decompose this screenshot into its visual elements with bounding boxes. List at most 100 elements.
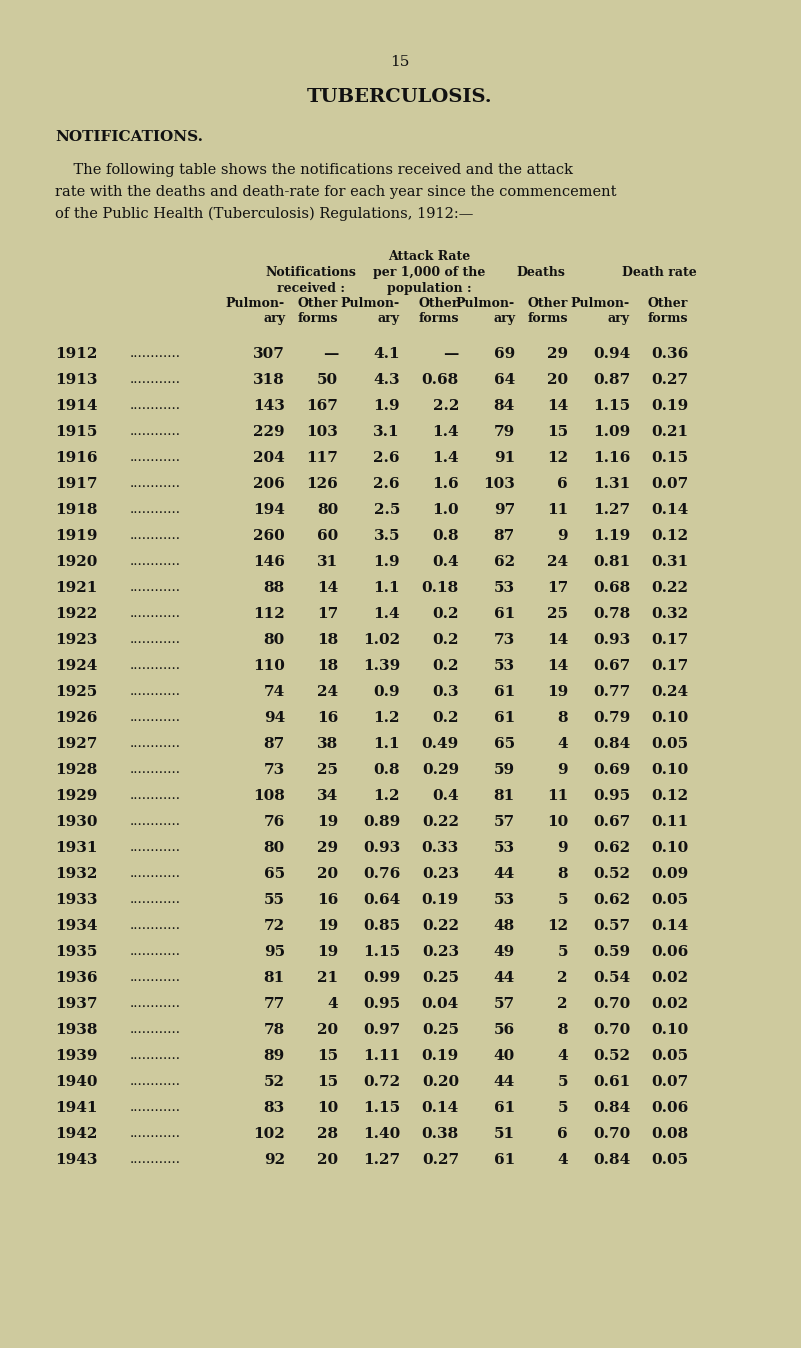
Text: 73: 73: [264, 763, 285, 776]
Text: 79: 79: [493, 425, 515, 439]
Text: 83: 83: [264, 1101, 285, 1115]
Text: 1.4: 1.4: [373, 607, 400, 621]
Text: 0.19: 0.19: [422, 1049, 459, 1064]
Text: 0.93: 0.93: [363, 841, 400, 855]
Text: 78: 78: [264, 1023, 285, 1037]
Text: 84: 84: [493, 399, 515, 412]
Text: 12: 12: [547, 452, 568, 465]
Text: 1.15: 1.15: [363, 1101, 400, 1115]
Text: 1935: 1935: [55, 945, 98, 958]
Text: ............: ............: [130, 659, 181, 673]
Text: ary: ary: [378, 311, 400, 325]
Text: 1912: 1912: [55, 346, 98, 361]
Text: forms: forms: [297, 311, 338, 325]
Text: 0.18: 0.18: [422, 581, 459, 594]
Text: 97: 97: [493, 503, 515, 518]
Text: 0.22: 0.22: [422, 919, 459, 933]
Text: 62: 62: [494, 555, 515, 569]
Text: 14: 14: [547, 634, 568, 647]
Text: ............: ............: [130, 816, 181, 828]
Text: 2.5: 2.5: [373, 503, 400, 518]
Text: 1.02: 1.02: [363, 634, 400, 647]
Text: 229: 229: [253, 425, 285, 439]
Text: 1929: 1929: [55, 789, 98, 803]
Text: 1917: 1917: [55, 477, 98, 491]
Text: 25: 25: [317, 763, 338, 776]
Text: 206: 206: [253, 477, 285, 491]
Text: 0.3: 0.3: [433, 685, 459, 700]
Text: 53: 53: [494, 841, 515, 855]
Text: forms: forms: [647, 311, 688, 325]
Text: 0.20: 0.20: [422, 1074, 459, 1089]
Text: 0.22: 0.22: [422, 816, 459, 829]
Text: 94: 94: [264, 710, 285, 725]
Text: 1.31: 1.31: [593, 477, 630, 491]
Text: 80: 80: [316, 503, 338, 518]
Text: population :: population :: [387, 282, 471, 295]
Text: 9: 9: [557, 763, 568, 776]
Text: 10: 10: [547, 816, 568, 829]
Text: 20: 20: [317, 1153, 338, 1167]
Text: 0.23: 0.23: [422, 867, 459, 882]
Text: 0.4: 0.4: [433, 555, 459, 569]
Text: 1923: 1923: [55, 634, 98, 647]
Text: 1.15: 1.15: [593, 399, 630, 412]
Text: 1924: 1924: [55, 659, 98, 673]
Text: 5: 5: [557, 1074, 568, 1089]
Text: of the Public Health (Tuberculosis) Regulations, 1912:—: of the Public Health (Tuberculosis) Regu…: [55, 208, 473, 221]
Text: 60: 60: [316, 528, 338, 543]
Text: ary: ary: [608, 311, 630, 325]
Text: 167: 167: [306, 399, 338, 412]
Text: 57: 57: [494, 816, 515, 829]
Text: 0.05: 0.05: [651, 1049, 688, 1064]
Text: 92: 92: [264, 1153, 285, 1167]
Text: 1.15: 1.15: [363, 945, 400, 958]
Text: ............: ............: [130, 399, 181, 412]
Text: ............: ............: [130, 503, 181, 516]
Text: 0.62: 0.62: [593, 892, 630, 907]
Text: 0.84: 0.84: [593, 1101, 630, 1115]
Text: 5: 5: [557, 892, 568, 907]
Text: 102: 102: [253, 1127, 285, 1140]
Text: 0.89: 0.89: [363, 816, 400, 829]
Text: 18: 18: [316, 634, 338, 647]
Text: ............: ............: [130, 737, 181, 749]
Text: 65: 65: [264, 867, 285, 882]
Text: 1932: 1932: [55, 867, 98, 882]
Text: 0.84: 0.84: [593, 1153, 630, 1167]
Text: 0.14: 0.14: [650, 503, 688, 518]
Text: 1938: 1938: [55, 1023, 98, 1037]
Text: 31: 31: [316, 555, 338, 569]
Text: ............: ............: [130, 452, 181, 464]
Text: —: —: [323, 346, 338, 361]
Text: 0.8: 0.8: [433, 528, 459, 543]
Text: 8: 8: [557, 1023, 568, 1037]
Text: 103: 103: [306, 425, 338, 439]
Text: 17: 17: [316, 607, 338, 621]
Text: 307: 307: [253, 346, 285, 361]
Text: ............: ............: [130, 892, 181, 906]
Text: ary: ary: [493, 311, 515, 325]
Text: 24: 24: [547, 555, 568, 569]
Text: 10: 10: [316, 1101, 338, 1115]
Text: 0.9: 0.9: [373, 685, 400, 700]
Text: 0.25: 0.25: [422, 971, 459, 985]
Text: 0.05: 0.05: [651, 737, 688, 751]
Text: 15: 15: [390, 55, 409, 69]
Text: 14: 14: [547, 659, 568, 673]
Text: 4: 4: [557, 737, 568, 751]
Text: 1941: 1941: [55, 1101, 98, 1115]
Text: 21: 21: [317, 971, 338, 985]
Text: 64: 64: [493, 373, 515, 387]
Text: 0.79: 0.79: [593, 710, 630, 725]
Text: 0.77: 0.77: [593, 685, 630, 700]
Text: Other: Other: [648, 297, 688, 310]
Text: 1.16: 1.16: [593, 452, 630, 465]
Text: 14: 14: [316, 581, 338, 594]
Text: 80: 80: [264, 841, 285, 855]
Text: 0.72: 0.72: [363, 1074, 400, 1089]
Text: 103: 103: [483, 477, 515, 491]
Text: Attack Rate: Attack Rate: [388, 249, 470, 263]
Text: ............: ............: [130, 867, 181, 880]
Text: 2: 2: [557, 998, 568, 1011]
